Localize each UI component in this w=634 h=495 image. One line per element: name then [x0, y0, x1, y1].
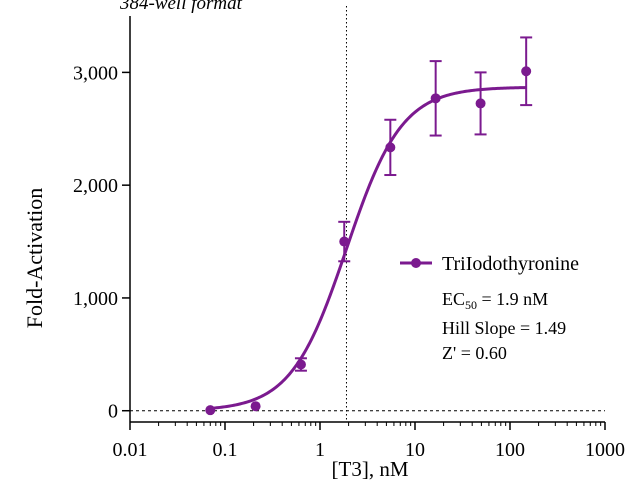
data-point: [339, 236, 350, 247]
y-axis-label: Fold-Activation: [22, 188, 47, 329]
data-point: [430, 93, 441, 104]
data-point: [521, 66, 532, 77]
x-axis-label: [T3], nM: [332, 457, 409, 481]
fit-curve: [210, 86, 527, 410]
data-point: [205, 405, 216, 416]
x-tick-label: 0.01: [113, 439, 148, 461]
y-tick-label: 0: [108, 401, 118, 423]
data-point: [250, 401, 261, 412]
data-point: [385, 142, 396, 153]
x-tick-label: 100: [495, 439, 525, 461]
y-tick-label: 1,000: [73, 288, 118, 310]
data-point: [475, 98, 486, 109]
zprime-annotation: Z' = 0.60: [442, 343, 507, 363]
x-tick-label: 1: [315, 439, 325, 461]
reference-lines: [130, 6, 605, 422]
data-point: [295, 359, 306, 370]
y-tick-label: 2,000: [73, 175, 118, 197]
axes: 0 1,000 2,000 3,000 0.01 0.1 1 10 100 1000: [73, 16, 625, 461]
ec50-value: = 1.9 nM: [477, 289, 548, 309]
legend: TriIodothyronine: [400, 253, 579, 275]
header-fragment: 384-well format: [120, 0, 242, 14]
x-tick-label: 10: [405, 439, 425, 461]
ec50-prefix: EC: [442, 289, 465, 309]
legend-marker: [411, 258, 421, 268]
data-points: [205, 66, 532, 416]
legend-label: TriIodothyronine: [442, 253, 579, 275]
fit-curve-group: [210, 86, 527, 410]
y-tick-label: 3,000: [73, 62, 118, 84]
x-tick-label: 0.1: [213, 439, 238, 461]
ec50-annotation: EC50 = 1.9 nM: [442, 289, 548, 312]
hill-slope-annotation: Hill Slope = 1.49: [442, 318, 566, 338]
ec50-subscript: 50: [465, 298, 477, 312]
fit-annotations: EC50 = 1.9 nM Hill Slope = 1.49 Z' = 0.6…: [442, 289, 566, 363]
x-tick-label: 1000: [585, 439, 625, 461]
